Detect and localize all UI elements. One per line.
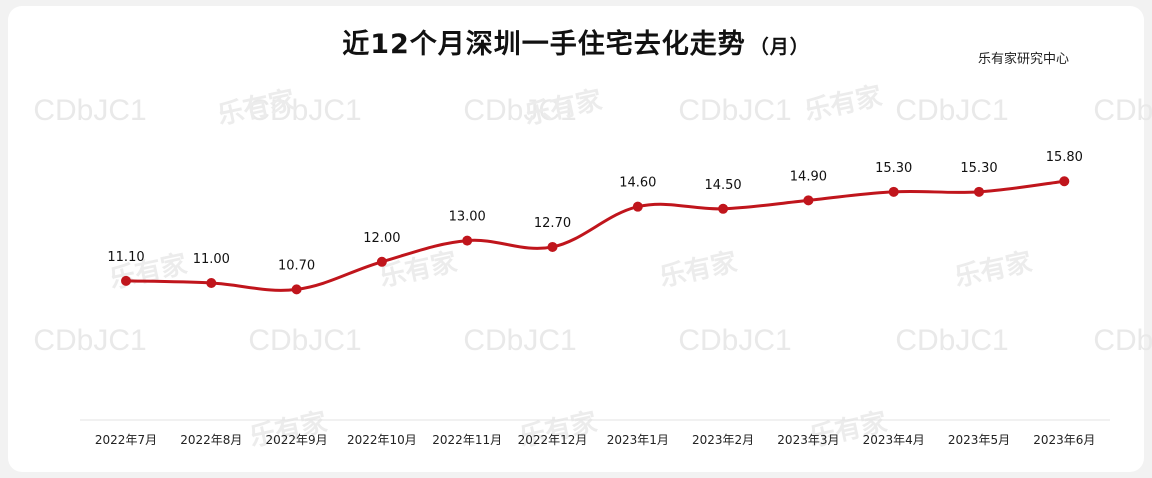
data-point [291, 284, 302, 295]
x-tick-label: 2022年11月 [432, 433, 502, 447]
data-label: 14.50 [704, 178, 741, 193]
data-point [121, 275, 131, 286]
data-label: 14.90 [790, 169, 827, 184]
data-point [1059, 176, 1070, 187]
watermark-code: CDbJC1 [33, 94, 146, 127]
data-label: 15.30 [875, 161, 912, 176]
data-point [376, 256, 387, 267]
data-point [206, 278, 217, 288]
data-point [718, 203, 729, 214]
watermark-code: CDbJC1 [678, 324, 791, 357]
watermark-code: CDbJC1 [248, 324, 361, 357]
chart-title-unit: （月） [749, 36, 810, 58]
x-tick-label: 2022年9月 [266, 433, 328, 447]
watermark-code: CDbJC1 [1093, 94, 1152, 127]
data-label: 10.70 [278, 258, 315, 273]
watermark-code: CDbJC1 [1093, 324, 1152, 357]
data-label: 14.60 [619, 176, 656, 191]
x-tick-label: 2023年6月 [1033, 433, 1095, 447]
x-tick-label: 2022年12月 [518, 433, 588, 447]
chart-title: 近12个月深圳一手住宅去化走势 （月） [0, 22, 1152, 61]
series-line [124, 179, 1066, 292]
x-tick-label: 2023年3月 [777, 433, 839, 447]
x-tick-label: 2022年7月 [95, 433, 157, 447]
data-label: 12.00 [363, 231, 400, 246]
data-point [547, 241, 558, 252]
x-tick-label: 2022年8月 [180, 433, 242, 447]
watermark-brand: 乐有家 [802, 80, 885, 126]
watermark-code: CDbJC1 [463, 94, 576, 127]
data-point [803, 195, 814, 206]
data-label: 15.30 [960, 161, 997, 176]
watermark-code: CDbJC1 [248, 94, 361, 127]
x-tick-label: 2023年1月 [607, 433, 669, 447]
data-label: 15.80 [1046, 150, 1083, 165]
watermark-code: CDbJC1 [895, 324, 1008, 357]
x-tick-label: 2023年4月 [863, 433, 925, 447]
data-labels: 11.10 11.00 10.70 12.00 13.00 12.70 14.60 14.50… [107, 150, 1083, 273]
watermark-code: CDbJC1 [678, 94, 791, 127]
chart-title-text: 近12个月深圳一手住宅去化走势 [342, 29, 746, 60]
watermark-brand: 乐有家 [657, 246, 740, 292]
data-point [974, 186, 984, 197]
data-point [632, 201, 643, 212]
x-tick-label: 2022年10月 [347, 433, 417, 447]
data-label: 12.70 [534, 216, 571, 231]
data-label: 13.00 [449, 210, 486, 225]
data-label: 11.10 [107, 250, 144, 265]
x-tick-labels: 2022年7月 2022年8月 2022年9月 2022年10月 2022年11月 202… [95, 433, 1095, 447]
data-point [462, 235, 473, 246]
watermark-brand: 乐有家 [952, 246, 1035, 292]
data-markers [121, 176, 1070, 295]
watermark-brand: 乐有家 [377, 246, 460, 292]
data-label: 11.00 [193, 252, 230, 267]
watermark-code: CDbJC1 [33, 324, 146, 357]
x-tick-label: 2023年2月 [692, 433, 754, 447]
watermark-code: CDbJC1 [463, 324, 576, 357]
source-label: 乐有家研究中心 [978, 52, 1070, 67]
watermark-code: CDbJC1 [895, 94, 1008, 127]
x-tick-label: 2023年5月 [948, 433, 1010, 447]
data-point [888, 186, 899, 197]
